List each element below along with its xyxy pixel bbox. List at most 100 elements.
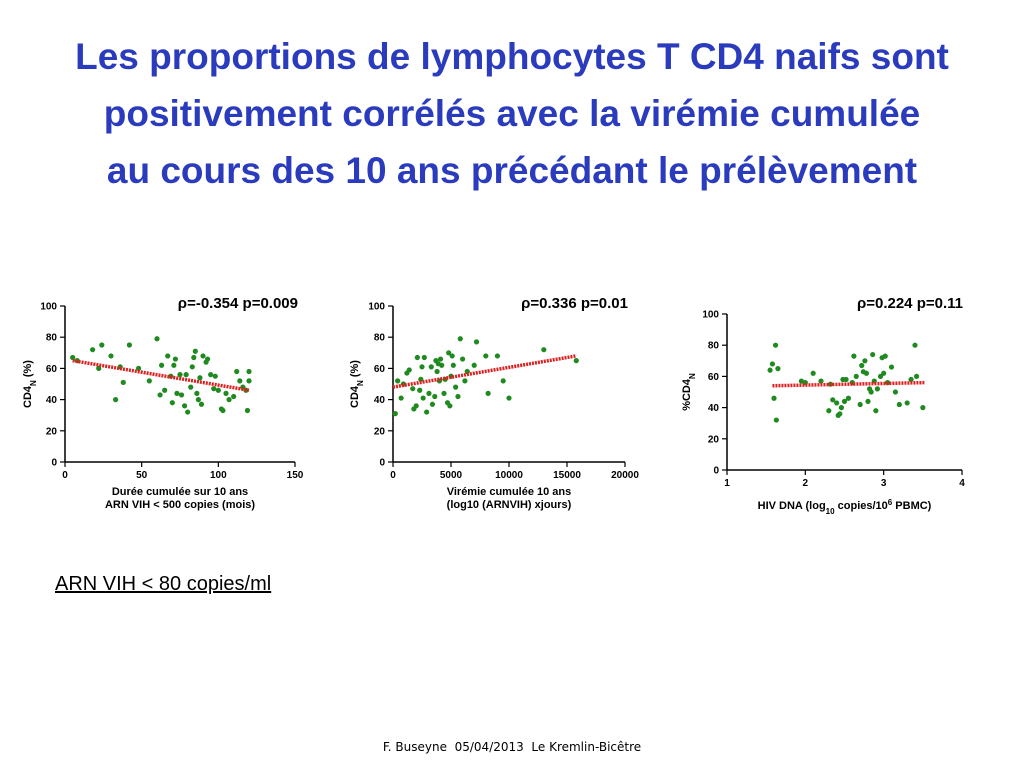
x-tick-label: 150 xyxy=(287,470,304,481)
data-point xyxy=(188,384,194,390)
data-point xyxy=(244,407,251,414)
data-point xyxy=(772,342,779,348)
data-point xyxy=(908,376,914,383)
data-point xyxy=(429,401,436,407)
data-point xyxy=(212,373,218,379)
data-point xyxy=(419,364,425,370)
data-point xyxy=(428,364,434,370)
x-tick-label: 50 xyxy=(136,470,148,481)
footer-credit: F. Buseyne 05/04/2013 Le Kremlin-Bicêtre xyxy=(382,740,642,754)
data-point xyxy=(157,392,163,398)
data-point xyxy=(208,372,214,378)
data-point xyxy=(392,411,398,417)
data-point xyxy=(421,354,427,361)
correlation-annotation: ρ=0.336 p=0.01 xyxy=(521,295,628,312)
data-point xyxy=(178,392,185,398)
data-point xyxy=(882,353,888,359)
data-point xyxy=(215,387,221,393)
data-point xyxy=(441,390,447,396)
data-point xyxy=(541,347,547,353)
data-point xyxy=(453,384,459,390)
data-point xyxy=(826,408,832,414)
data-point xyxy=(857,401,863,408)
data-point xyxy=(494,353,500,359)
data-point xyxy=(868,389,874,395)
data-point xyxy=(185,409,191,415)
data-point xyxy=(395,378,401,384)
data-point xyxy=(234,368,240,375)
data-point xyxy=(197,375,203,381)
chart-2: 0 20 40 60 80 100 0 5000 10000 15000 20000 ρ=0.336 … xyxy=(349,295,639,511)
data-point xyxy=(410,386,416,392)
data-point xyxy=(769,361,776,367)
data-point xyxy=(896,401,902,408)
data-point xyxy=(417,387,423,393)
data-point xyxy=(471,362,477,368)
data-point xyxy=(506,395,512,401)
data-point xyxy=(146,378,152,384)
data-point xyxy=(171,362,177,368)
data-point xyxy=(767,367,773,373)
data-point xyxy=(194,390,200,396)
y-tick-label: 80 xyxy=(46,333,58,344)
data-point xyxy=(873,408,879,414)
data-point xyxy=(90,347,96,353)
data-point xyxy=(432,393,438,400)
data-point xyxy=(398,395,404,401)
data-point xyxy=(434,368,440,375)
data-point xyxy=(853,373,859,379)
data-point xyxy=(237,378,243,384)
data-point xyxy=(99,342,105,348)
x-tick-label: 100 xyxy=(210,470,227,481)
chart-1: 0 20 40 60 80 100 0 50 100 150 ρ=-0.354 p=0.009 CD4… xyxy=(22,295,304,511)
data-point xyxy=(183,372,189,378)
data-point xyxy=(862,358,868,364)
y-tick-label: 60 xyxy=(708,372,720,383)
x-tick-label: 0 xyxy=(390,470,396,481)
data-point xyxy=(172,356,178,362)
x-axis-label: (log10 (ARNVIH) xjours) xyxy=(447,499,572,511)
data-point xyxy=(205,356,211,362)
data-point xyxy=(851,353,857,359)
trend-line xyxy=(772,380,925,388)
data-point xyxy=(195,397,201,403)
y-tick-label: 100 xyxy=(702,310,719,321)
slide-title: Les proportions de lymphocytes T CD4 nai… xyxy=(40,28,984,199)
data-point xyxy=(426,390,432,396)
x-tick-label: 5000 xyxy=(440,470,463,481)
data-point xyxy=(834,400,840,406)
data-point xyxy=(455,393,461,400)
x-tick-label: 1 xyxy=(724,478,730,489)
data-point xyxy=(447,403,453,409)
data-point xyxy=(136,365,142,371)
data-point xyxy=(192,348,198,354)
data-point xyxy=(108,353,114,359)
data-point xyxy=(810,370,816,376)
x-tick-label: 3 xyxy=(881,478,887,489)
y-tick-label: 20 xyxy=(708,434,720,445)
data-point xyxy=(437,356,444,362)
data-point xyxy=(912,342,918,348)
data-point xyxy=(246,368,252,375)
data-point xyxy=(888,364,895,370)
x-tick-label: 20000 xyxy=(611,470,639,481)
data-point xyxy=(162,387,168,393)
y-tick-label: 100 xyxy=(40,302,57,313)
y-tick-label: 80 xyxy=(708,341,720,352)
data-point xyxy=(483,353,489,359)
data-point xyxy=(120,379,126,386)
y-tick-label: 0 xyxy=(51,458,57,469)
y-tick-label: 40 xyxy=(46,395,58,406)
data-point xyxy=(841,398,848,404)
data-point xyxy=(773,417,779,423)
y-tick-label: 40 xyxy=(708,403,720,414)
data-point xyxy=(837,411,843,417)
title-line: positivement corrélés avec la virémie cu… xyxy=(103,93,921,134)
x-axis-label: Virémie cumulée 10 ans xyxy=(447,486,572,498)
y-tick-label: 100 xyxy=(368,302,385,313)
data-point xyxy=(874,386,881,392)
data-point xyxy=(191,354,197,361)
data-point xyxy=(775,366,781,372)
data-point xyxy=(223,390,229,396)
